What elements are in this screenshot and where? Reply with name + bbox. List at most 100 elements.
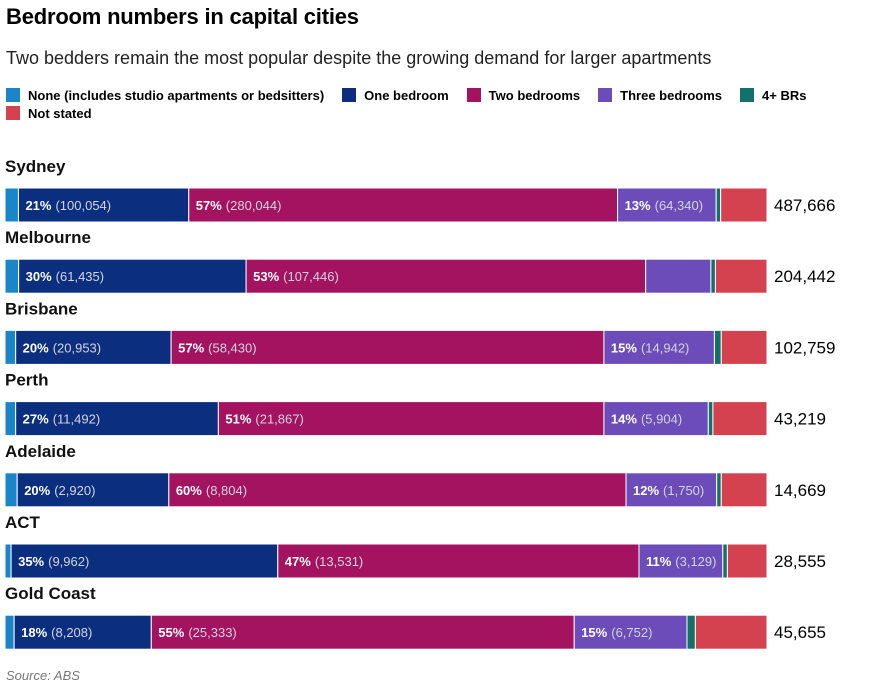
data-label: 14% (5,904) bbox=[611, 412, 682, 427]
data-label: 57% (280,044) bbox=[196, 198, 282, 213]
bar-row: Brisbane 20% (20,953) 57% (58,430) 15% (14,942… bbox=[4, 299, 835, 365]
legend-label: One bedroom bbox=[364, 87, 449, 103]
legend-item-one-bedroom: One bedroom bbox=[342, 87, 449, 103]
bar-segment-none bbox=[4, 401, 17, 437]
bar-segment-four-plus bbox=[710, 258, 716, 294]
bar-segment-three-bedrooms bbox=[625, 472, 718, 508]
source-note: Source: ABS bbox=[6, 668, 80, 683]
data-label-pct: 47% bbox=[285, 554, 311, 569]
bar-segment-not-stated bbox=[714, 258, 768, 294]
bar-segment-one-bedroom bbox=[17, 187, 190, 223]
bar-segment-none bbox=[4, 614, 15, 650]
city-label: ACT bbox=[5, 513, 41, 532]
data-label-count: (8,208) bbox=[51, 625, 92, 640]
data-label-count: (20,953) bbox=[53, 340, 101, 355]
bar-segment-three-bedrooms bbox=[603, 401, 709, 437]
data-label: 57% (58,430) bbox=[178, 340, 256, 355]
data-label: 13% (64,340) bbox=[625, 198, 703, 213]
data-label-pct: 18% bbox=[21, 625, 47, 640]
data-label: 21% (100,054) bbox=[25, 198, 111, 213]
bar-segment-three-bedrooms bbox=[638, 543, 724, 579]
data-label-count: (61,435) bbox=[56, 269, 104, 284]
legend-label: None (includes studio apartments or beds… bbox=[28, 87, 325, 103]
bar-segment-not-stated bbox=[720, 329, 768, 365]
data-label-count: (64,340) bbox=[655, 198, 703, 213]
data-label: 11% (3,129) bbox=[646, 554, 717, 569]
city-label: Adelaide bbox=[5, 442, 76, 461]
data-label: 35% (9,962) bbox=[18, 554, 89, 569]
chart-subtitle: Two bedders remain the most popular desp… bbox=[6, 48, 712, 68]
legend-swatch bbox=[6, 106, 20, 120]
legend-item-none: None (includes studio apartments or beds… bbox=[6, 87, 324, 103]
legend-label: Not stated bbox=[28, 105, 92, 121]
bar-segment-three-bedrooms bbox=[645, 258, 712, 294]
city-label: Brisbane bbox=[5, 299, 78, 318]
total-label: 487,666 bbox=[774, 196, 835, 215]
data-label: 60% (8,804) bbox=[176, 483, 247, 498]
bar-segment-one-bedroom bbox=[15, 329, 172, 365]
total-label: 45,655 bbox=[774, 623, 826, 642]
legend-item-two-bedrooms: Two bedrooms bbox=[466, 87, 581, 103]
total-label: 43,219 bbox=[774, 410, 826, 429]
data-label-count: (1,750) bbox=[663, 483, 704, 498]
data-label-count: (107,446) bbox=[283, 269, 339, 284]
bar-segment-four-plus bbox=[716, 472, 722, 508]
data-label: 12% (1,750) bbox=[633, 483, 704, 498]
city-label: Gold Coast bbox=[5, 584, 96, 603]
bar-segment-not-stated bbox=[726, 543, 768, 579]
bar-segment-four-plus bbox=[707, 401, 714, 437]
data-label-pct: 30% bbox=[26, 269, 52, 284]
data-label-count: (25,333) bbox=[188, 625, 236, 640]
data-label-pct: 12% bbox=[633, 483, 659, 498]
data-label-count: (6,752) bbox=[611, 625, 652, 640]
data-label-pct: 57% bbox=[196, 198, 222, 213]
legend-label: 4+ BRs bbox=[762, 87, 807, 103]
chart-title: Bedroom numbers in capital cities bbox=[6, 4, 359, 29]
city-label: Melbourne bbox=[5, 228, 91, 247]
data-label-count: (100,054) bbox=[55, 198, 111, 213]
bar-row: Melbourne 30% (61,435) 53% (107,446) 204,442 bbox=[4, 228, 835, 294]
total-label: 204,442 bbox=[774, 267, 835, 286]
data-label-pct: 53% bbox=[253, 269, 279, 284]
bar-segment-one-bedroom bbox=[15, 401, 219, 437]
bar-segment-not-stated bbox=[720, 472, 768, 508]
bar-segment-four-plus bbox=[686, 614, 696, 650]
data-label-count: (280,044) bbox=[226, 198, 282, 213]
data-label-pct: 55% bbox=[158, 625, 184, 640]
data-label: 47% (13,531) bbox=[285, 554, 363, 569]
bar-segment-none bbox=[4, 472, 18, 508]
data-label-pct: 15% bbox=[581, 625, 607, 640]
legend-swatch bbox=[6, 88, 20, 102]
legend-label: Two bedrooms bbox=[488, 87, 581, 103]
data-label-count: (11,492) bbox=[53, 412, 100, 427]
bar-segment-two-bedrooms bbox=[217, 401, 605, 437]
bar-segment-not-stated bbox=[720, 187, 768, 223]
data-label-pct: 35% bbox=[18, 554, 44, 569]
total-label: 14,669 bbox=[774, 481, 826, 500]
data-label-pct: 51% bbox=[225, 412, 251, 427]
bar-segment-four-plus bbox=[715, 187, 722, 223]
bar-segment-not-stated bbox=[712, 401, 768, 437]
data-label-count: (2,920) bbox=[54, 483, 95, 498]
bar-segment-none bbox=[4, 258, 20, 294]
bar-segment-not-stated bbox=[694, 614, 768, 650]
data-label: 15% (14,942) bbox=[611, 340, 689, 355]
legend-label: Three bedrooms bbox=[620, 87, 723, 103]
legend-item-not-stated: Not stated bbox=[6, 105, 92, 121]
data-label-count: (14,942) bbox=[641, 340, 689, 355]
legend-swatch bbox=[342, 88, 357, 102]
bar-segment-two-bedrooms bbox=[150, 614, 575, 650]
data-label: 20% (20,953) bbox=[23, 340, 101, 355]
bar-row: Gold Coast 18% (8,208) 55% (25,333) 15% (6,752… bbox=[4, 584, 826, 650]
bar-segment-none bbox=[4, 329, 17, 365]
data-label: 20% (2,920) bbox=[24, 483, 95, 498]
bar-row: Adelaide 20% (2,920) 60% (8,804) 12% (1,750) 14… bbox=[4, 442, 826, 508]
total-label: 28,555 bbox=[774, 552, 826, 571]
bar-segment-one-bedroom bbox=[10, 543, 279, 579]
total-label: 102,759 bbox=[774, 338, 835, 357]
legend-swatch bbox=[466, 88, 481, 102]
data-label-pct: 20% bbox=[24, 483, 50, 498]
data-label-pct: 15% bbox=[611, 340, 637, 355]
bar-row: ACT 35% (9,962) 47% (13,531) 11% (3,129) 28,555 bbox=[4, 513, 826, 579]
data-label: 30% (61,435) bbox=[26, 269, 104, 284]
